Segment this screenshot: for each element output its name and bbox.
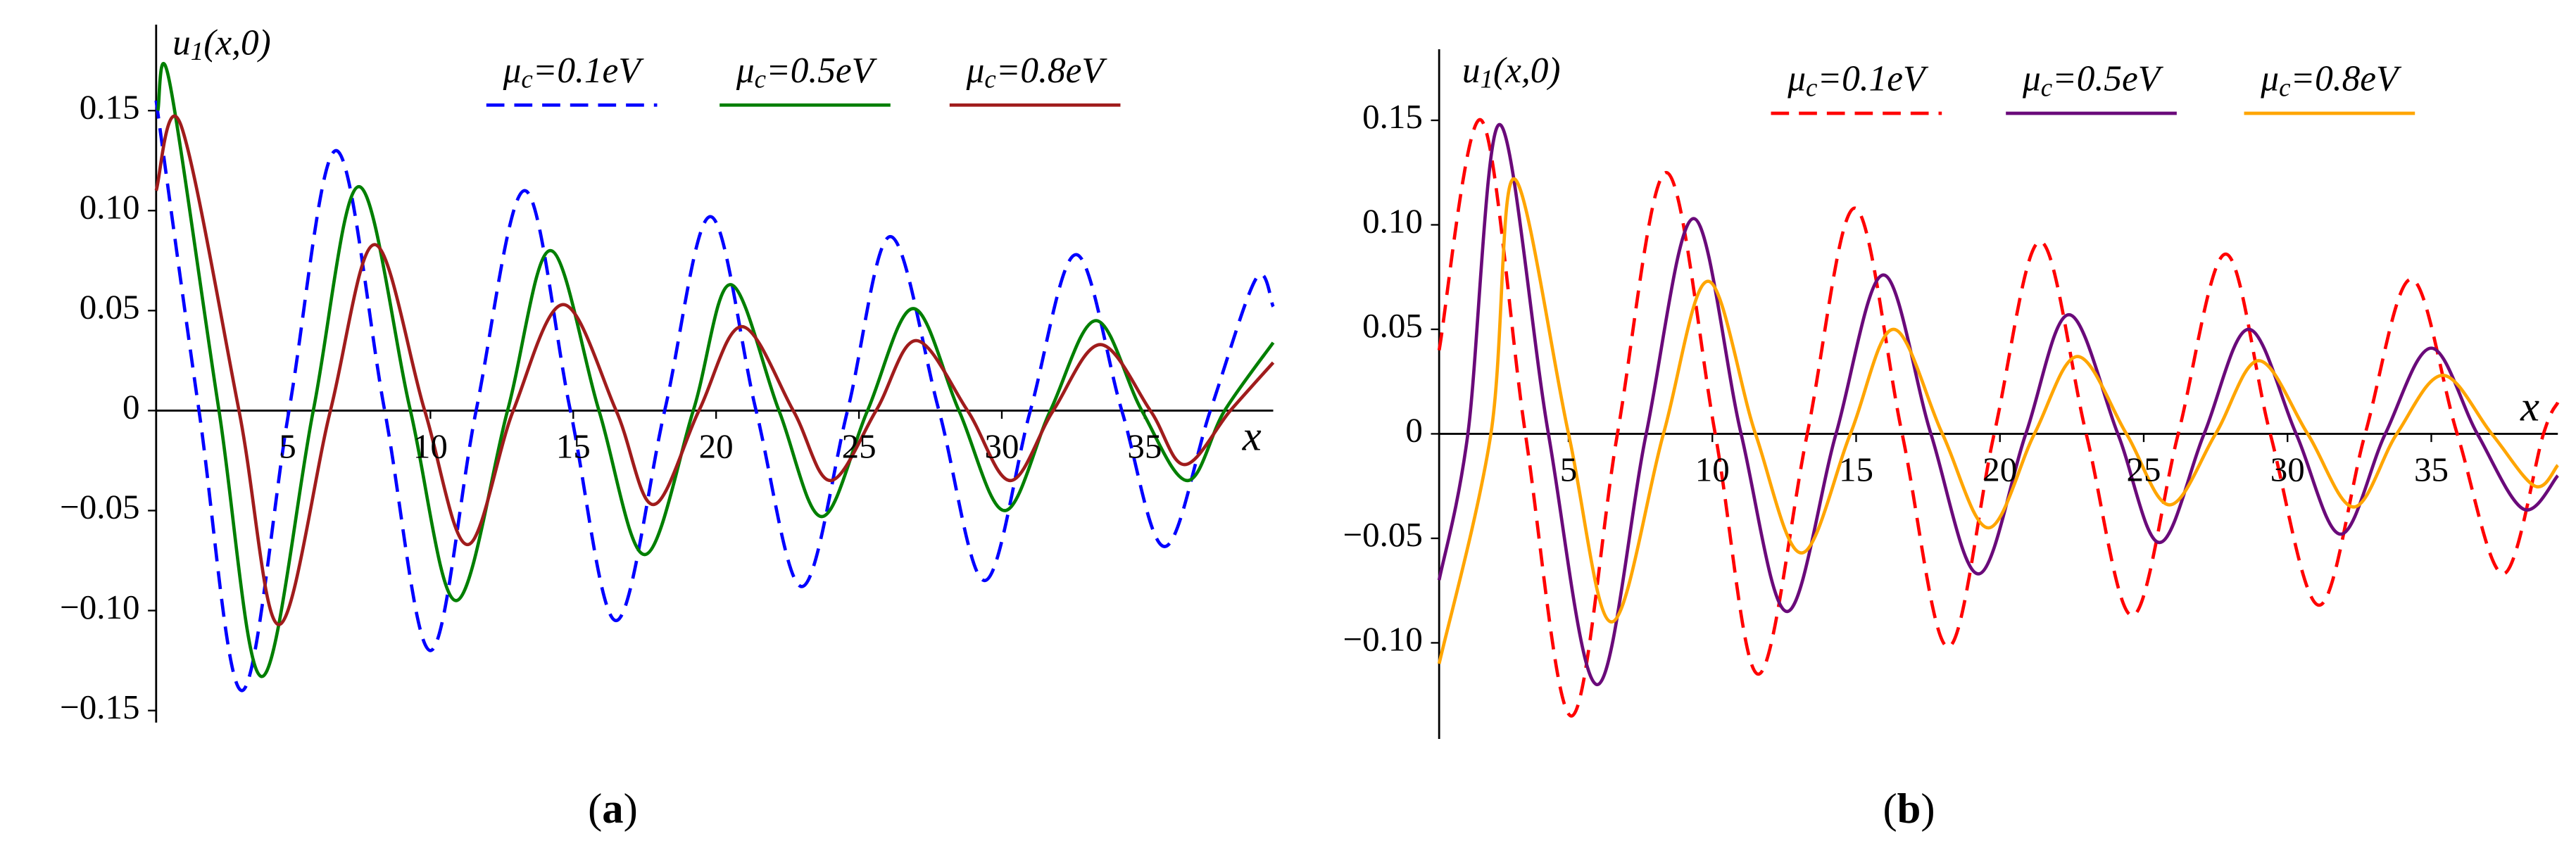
series-line bbox=[154, 114, 1275, 626]
y-tick-label: −0.05 bbox=[1343, 515, 1422, 554]
y-tick-label: 0.05 bbox=[80, 288, 140, 327]
legend-label: μc=0.5eV bbox=[736, 51, 878, 94]
x-axis-label: x bbox=[1242, 412, 1262, 460]
legend-label: μc=0.1eV bbox=[1787, 58, 1929, 101]
series-line bbox=[154, 100, 1275, 693]
series-line bbox=[1437, 118, 2560, 718]
plot-area bbox=[1431, 49, 2560, 740]
x-tick-label: 30 bbox=[2270, 450, 2305, 489]
series-line bbox=[1437, 177, 2560, 664]
x-tick-label: 30 bbox=[984, 427, 1019, 466]
x-tick-label: 35 bbox=[1127, 427, 1162, 466]
y-tick-label: −0.05 bbox=[60, 488, 139, 526]
x-tick-label: 15 bbox=[1839, 450, 1873, 489]
y-tick-label: 0 bbox=[122, 388, 140, 426]
y-tick-label: 0.10 bbox=[80, 188, 140, 227]
x-tick-label: 5 bbox=[279, 427, 296, 466]
y-tick-label: 0.05 bbox=[1362, 306, 1423, 345]
x-tick-label: 10 bbox=[413, 427, 448, 466]
x-tick-label: 20 bbox=[699, 427, 734, 466]
plot-area bbox=[148, 25, 1275, 723]
x-tick-label: 25 bbox=[842, 427, 877, 466]
series-line bbox=[1437, 122, 2560, 687]
legend-label: μc=0.8eV bbox=[966, 51, 1108, 94]
x-tick-label: 5 bbox=[1560, 450, 1578, 489]
legend-label: μc=0.8eV bbox=[2260, 58, 2402, 101]
x-axis-label: x bbox=[2520, 383, 2539, 430]
x-tick-label: 35 bbox=[2414, 450, 2449, 489]
legend-label: μc=0.5eV bbox=[2022, 58, 2164, 101]
y-tick-label: 0.10 bbox=[1362, 202, 1423, 241]
x-tick-label: 15 bbox=[556, 427, 591, 466]
y-tick-label: −0.10 bbox=[60, 588, 139, 626]
y-tick-label: 0.15 bbox=[1362, 97, 1423, 136]
y-axis-label: u1(x,0) bbox=[1462, 51, 1561, 94]
x-tick-label: 25 bbox=[2126, 450, 2161, 489]
y-tick-label: −0.15 bbox=[60, 688, 139, 726]
caption: (a) bbox=[588, 785, 638, 833]
x-tick-label: 20 bbox=[1983, 450, 2017, 489]
y-tick-label: 0.15 bbox=[80, 87, 140, 126]
y-tick-label: −0.10 bbox=[1343, 620, 1422, 659]
x-tick-label: 10 bbox=[1695, 450, 1730, 489]
legend-label: μc=0.1eV bbox=[503, 51, 645, 94]
y-tick-label: 0 bbox=[1405, 411, 1422, 450]
y-axis-label: u1(x,0) bbox=[172, 23, 271, 65]
caption: (b) bbox=[1883, 785, 1935, 833]
